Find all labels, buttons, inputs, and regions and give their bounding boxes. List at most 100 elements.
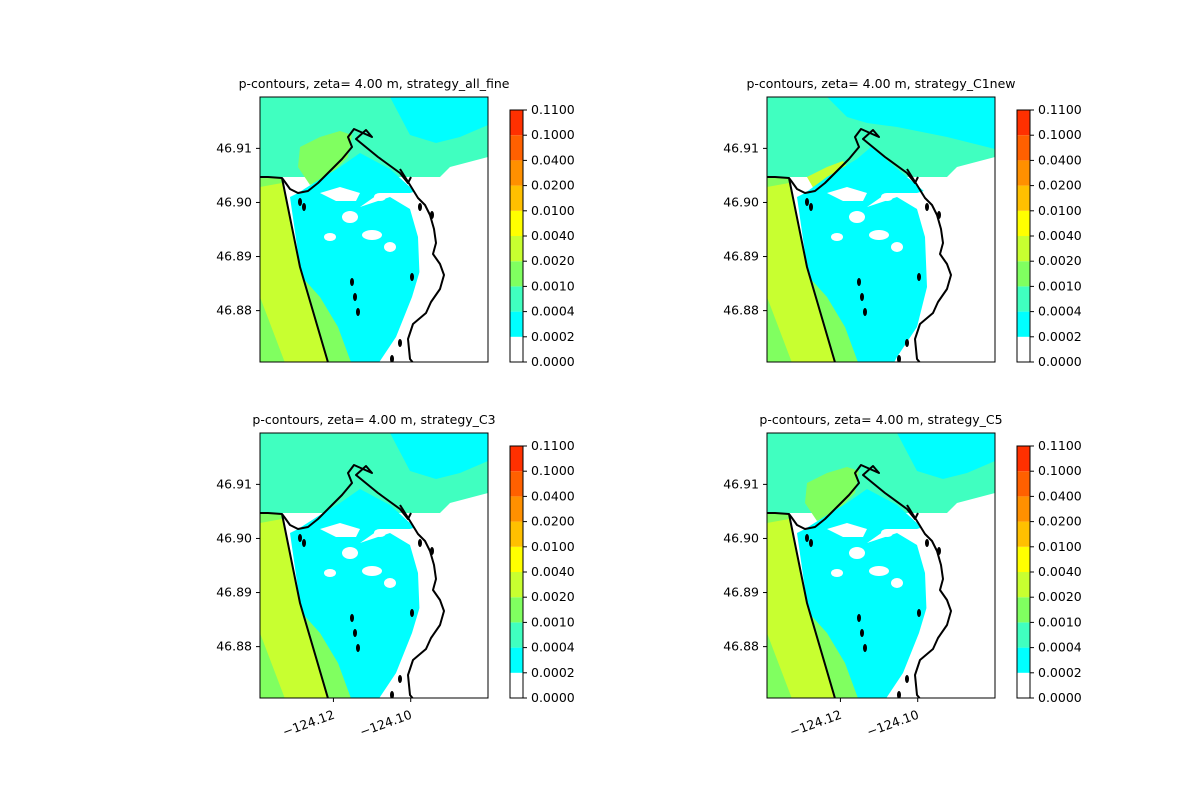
- plot-frame: [259, 432, 489, 699]
- shoal-mark-5: [863, 644, 867, 652]
- shoal-mark-10: [897, 355, 901, 362]
- colorbar-segment-3: [1017, 622, 1030, 648]
- shoal-mark-2: [809, 203, 813, 211]
- colorbar-tick-label: 0.0000: [1038, 690, 1082, 705]
- colorbar-segment-1: [510, 336, 523, 362]
- map-panel-1: p-contours, zeta= 4.00 m, strategy_all_f…: [216, 76, 575, 369]
- y-tick-label: 46.89: [723, 585, 759, 600]
- colorbar-segment-4: [510, 597, 523, 623]
- colorbar-segment-5: [1017, 572, 1030, 598]
- colorbar-segment-9: [510, 471, 523, 497]
- x-tick-label: −124.10: [358, 707, 414, 740]
- colorbar-tick-label: 0.0100: [531, 539, 575, 554]
- colorbar-tick-label: 0.0010: [531, 278, 575, 293]
- spit-coastline: [281, 128, 412, 194]
- y-tick-label: 46.91: [723, 140, 759, 155]
- y-tick-label: 46.89: [216, 585, 252, 600]
- bay-island-3: [831, 233, 843, 241]
- colorbar-tick-label: 0.0004: [1038, 640, 1082, 655]
- shoal-mark-3: [350, 614, 354, 622]
- colorbar-tick-label: 0.1000: [1038, 463, 1082, 478]
- shoal-mark-2: [302, 539, 306, 547]
- colorbar-segment-10: [510, 110, 523, 136]
- map-panel-4: p-contours, zeta= 4.00 m, strategy_C5 46.…: [723, 412, 1082, 739]
- colorbar-segment-9: [1017, 471, 1030, 497]
- bay-east-coastline: [906, 168, 952, 362]
- shoal-mark-4: [353, 293, 357, 301]
- shoal-mark-1: [298, 198, 302, 206]
- colorbar-segment-6: [510, 546, 523, 572]
- colorbar-tick-label: 0.0000: [531, 354, 575, 369]
- colorbar-tick-label: 0.1100: [1038, 102, 1082, 117]
- dry-land-area: [867, 157, 995, 362]
- bay-east-coastline: [906, 504, 952, 698]
- colorbar-segment-10: [1017, 446, 1030, 472]
- offshore-0.0002-band: [390, 433, 488, 479]
- colorbar-tick-label: 0.0040: [1038, 228, 1082, 243]
- panel-title: p-contours, zeta= 4.00 m, strategy_C5: [759, 412, 1002, 427]
- spit-coastline: [281, 464, 412, 530]
- colorbar-segment-8: [1017, 496, 1030, 522]
- dry-land-area: [360, 493, 488, 698]
- colorbar-tick-label: 0.0020: [1038, 589, 1082, 604]
- colorbar-tick-label: 0.0100: [1038, 203, 1082, 218]
- plot-frame: [259, 96, 489, 363]
- y-tick-label: 46.90: [216, 530, 252, 545]
- shoal-mark-10: [390, 691, 394, 698]
- bay-island-5: [384, 578, 396, 588]
- colorbar-tick-label: 0.0020: [1038, 253, 1082, 268]
- colorbar-tick-label: 0.0002: [531, 665, 575, 680]
- colorbar-segment-4: [510, 261, 523, 287]
- colorbar-tick-label: 0.0100: [1038, 539, 1082, 554]
- colorbar-segment-9: [1017, 135, 1030, 161]
- y-tick-label: 46.90: [216, 194, 252, 209]
- colorbar-tick-label: 0.0400: [1038, 488, 1082, 503]
- colorbar-tick-label: 0.0020: [531, 253, 575, 268]
- bay-island-4: [881, 529, 893, 537]
- colorbar-segment-5: [510, 572, 523, 598]
- shoal-mark-8: [430, 547, 434, 555]
- shoal-mark-9: [398, 675, 402, 683]
- shoal-mark-9: [905, 339, 909, 347]
- y-tick-label: 46.88: [723, 303, 759, 318]
- bay-island-2: [362, 230, 382, 240]
- colorbar-tick-label: 0.0010: [531, 614, 575, 629]
- colorbar-segment-5: [510, 236, 523, 262]
- shoal-mark-3: [857, 614, 861, 622]
- shoal-mark-4: [353, 629, 357, 637]
- dry-land-area: [867, 493, 995, 698]
- spit-coastline: [788, 464, 919, 530]
- colorbar: 0.0000 0.0002 0.0004 0.0010 0.0020 0.0040 0.01…: [1016, 102, 1082, 369]
- bay-hole-1: [827, 187, 867, 201]
- colorbar-tick-label: 0.0200: [531, 514, 575, 529]
- colorbar-tick-label: 0.1100: [531, 438, 575, 453]
- shoal-mark-3: [857, 278, 861, 286]
- colorbar-segment-4: [1017, 261, 1030, 287]
- colorbar-tick-label: 0.0002: [531, 329, 575, 344]
- outer-coast-0.0020-band: [260, 519, 328, 698]
- bay-0.0010-wedge: [302, 277, 351, 362]
- spit-coastline: [788, 128, 919, 194]
- colorbar-tick-label: 0.0400: [531, 152, 575, 167]
- shoal-mark-5: [356, 644, 360, 652]
- colorbar-tick-label: 0.0010: [1038, 614, 1082, 629]
- y-tick-label: 46.88: [216, 303, 252, 318]
- shoal-mark-5: [863, 308, 867, 316]
- colorbar-tick-label: 0.0040: [531, 228, 575, 243]
- bay-0.0010-wedge: [809, 277, 858, 362]
- y-tick-label: 46.90: [723, 194, 759, 209]
- bay-island-5: [891, 578, 903, 588]
- bay-east-coastline: [399, 168, 445, 362]
- river-mouth-0.0020-patch: [807, 161, 847, 191]
- colorbar-segment-9: [510, 135, 523, 161]
- shoal-mark-8: [937, 547, 941, 555]
- shoal-mark-3: [350, 278, 354, 286]
- colorbar-tick-label: 0.0200: [1038, 178, 1082, 193]
- colorbar: 0.0000 0.0002 0.0004 0.0010 0.0020 0.0040 0.01…: [1016, 438, 1082, 705]
- colorbar-tick-label: 0.0000: [531, 690, 575, 705]
- colorbar-segment-2: [1017, 647, 1030, 673]
- shoal-mark-6: [410, 273, 414, 281]
- panel-title: p-contours, zeta= 4.00 m, strategy_C1new: [746, 76, 1015, 91]
- shoal-mark-5: [356, 308, 360, 316]
- bay-island-1: [342, 211, 358, 223]
